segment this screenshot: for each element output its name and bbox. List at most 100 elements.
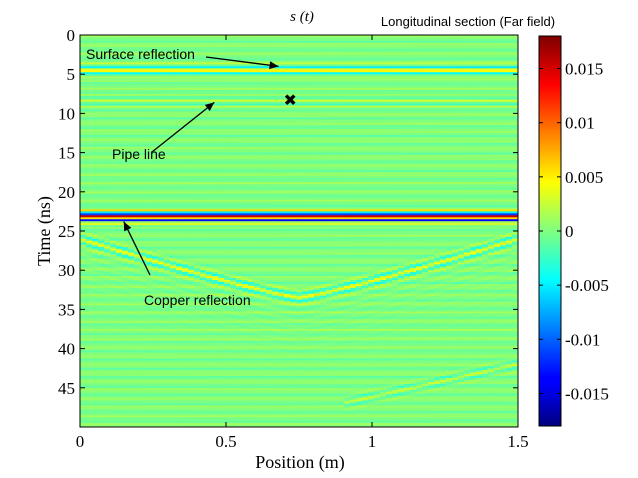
heatmap-cell [290,313,297,316]
heatmap-cell [500,295,507,299]
heatmap-cell [254,297,261,301]
heatmap-cell [254,315,261,318]
heatmap-cell [110,299,117,303]
heatmap-cell [488,162,507,165]
heatmap-cell [302,291,309,295]
heatmap-cell [488,238,495,242]
heatmap-cell [386,205,411,209]
heatmap-cell [158,336,165,340]
heatmap-cell [266,154,297,158]
heatmap-cell [284,323,291,326]
heatmap-cell [158,58,177,62]
heatmap-cell [122,258,129,261]
heatmap-cell [86,293,93,297]
heatmap-cell [158,260,165,263]
heatmap-cell [338,276,345,279]
heatmap-cell [512,248,518,252]
heatmap-cell [488,236,495,240]
heatmap-cell [200,330,207,334]
heatmap-cell [200,248,225,252]
heatmap-cell [176,225,213,228]
heatmap-cell [230,317,237,320]
heatmap-cell [404,303,411,307]
heatmap-cell [308,309,315,312]
heatmap-cell [296,323,303,326]
heatmap-cell [260,82,285,85]
heatmap-cell [374,293,381,297]
heatmap-cell [428,317,435,320]
heatmap-cell [236,217,261,220]
heatmap-cell [104,325,111,328]
heatmap-cell [92,227,99,230]
heatmap-cell [152,332,159,336]
heatmap-cell [476,334,483,338]
heatmap-cell [458,244,465,248]
heatmap-cell [218,270,225,273]
heatmap-cell [380,266,387,269]
heatmap-cell [362,299,369,303]
heatmap-cell [386,305,393,309]
heatmap-cell [422,234,477,238]
heatmap-cell [164,289,171,293]
heatmap-cell [86,307,93,310]
heatmap-cell [374,109,399,113]
heatmap-cell [416,195,441,199]
heatmap-cell [422,327,429,330]
heatmap-cell [440,270,447,273]
heatmap-cell [236,329,243,332]
heatmap-cell [494,334,501,338]
heatmap-cell [284,176,303,179]
heatmap-cell [506,323,513,326]
heatmap-cell [122,76,147,79]
heatmap-cell [176,156,195,160]
heatmap-cell [104,95,141,99]
heatmap-cell [134,334,141,338]
heatmap-cell [92,262,99,265]
heatmap-cell [464,344,471,348]
heatmap-cell [86,270,93,273]
heatmap-cell [278,285,285,289]
heatmap-cell [164,309,171,312]
heatmap-cell [350,344,357,348]
heatmap-cell [434,146,459,150]
heatmap-cell [128,266,135,269]
heatmap-cell [452,50,471,54]
heatmap-cell [434,113,453,116]
heatmap-cell [236,309,243,312]
heatmap-cell [116,297,123,301]
heatmap-cell [464,68,489,71]
heatmap-cell [254,283,261,287]
heatmap-cell [368,295,375,299]
heatmap-cell [416,154,518,158]
heatmap-cell [494,252,501,256]
heatmap-cell [308,329,315,332]
heatmap-cell [494,248,501,252]
heatmap-cell [146,315,153,318]
heatmap-cell [344,329,351,332]
heatmap-cell [410,264,417,267]
heatmap-cell [140,217,165,220]
heatmap-cell [212,221,231,224]
heatmap-cell [224,109,249,113]
heatmap-cell [86,46,117,50]
heatmap-cell [398,62,423,65]
heatmap-cell [506,278,513,281]
heatmap-cell [404,91,459,95]
heatmap-cell [128,136,153,140]
heatmap-cell [488,281,495,285]
heatmap-cell [242,280,249,283]
heatmap-cell [86,140,111,144]
heatmap-cell [182,60,207,64]
heatmap-cell [242,315,249,318]
heatmap-cell [266,311,273,314]
heatmap-cell [386,258,393,261]
heatmap-cell [464,240,471,244]
heatmap-cell [278,133,333,136]
heatmap-cell [236,321,249,324]
heatmap-cell [224,280,231,283]
heatmap-cell [98,248,105,252]
heatmap-cell [134,305,141,309]
heatmap-cell [296,301,303,305]
heatmap-cell [512,62,518,65]
heatmap-cell [110,133,171,136]
